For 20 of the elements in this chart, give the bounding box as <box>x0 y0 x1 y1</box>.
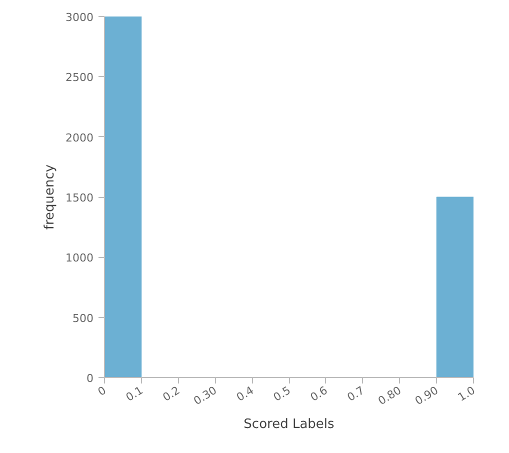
x-tick-label: 0.90 <box>412 384 440 408</box>
x-tick-label: 0.7 <box>345 384 367 404</box>
x-tick-label: 0.2 <box>160 384 182 404</box>
y-tick-label: 0 <box>86 372 94 385</box>
x-tick-label: 0.1 <box>124 384 146 404</box>
y-tick-label: 500 <box>72 312 94 325</box>
x-tick-label: 0.5 <box>271 384 293 404</box>
y-tick-label: 2000 <box>66 131 94 144</box>
x-axis-title: Scored Labels <box>244 416 335 432</box>
x-tick-label: 0 <box>96 384 108 399</box>
x-tick-label: 0.80 <box>376 384 404 408</box>
x-tick-label: 1.0 <box>456 384 478 404</box>
y-tick-label: 3000 <box>66 11 94 24</box>
y-tick-label: 1500 <box>66 192 94 204</box>
y-tick-label: 1000 <box>66 252 94 265</box>
y-tick-label: 2500 <box>66 71 94 84</box>
x-tick-label: 0.30 <box>191 384 220 408</box>
x-tick-label: 0.4 <box>234 384 256 404</box>
y-axis-title: frequency <box>42 164 58 230</box>
x-tick-label: 0.6 <box>308 384 330 404</box>
